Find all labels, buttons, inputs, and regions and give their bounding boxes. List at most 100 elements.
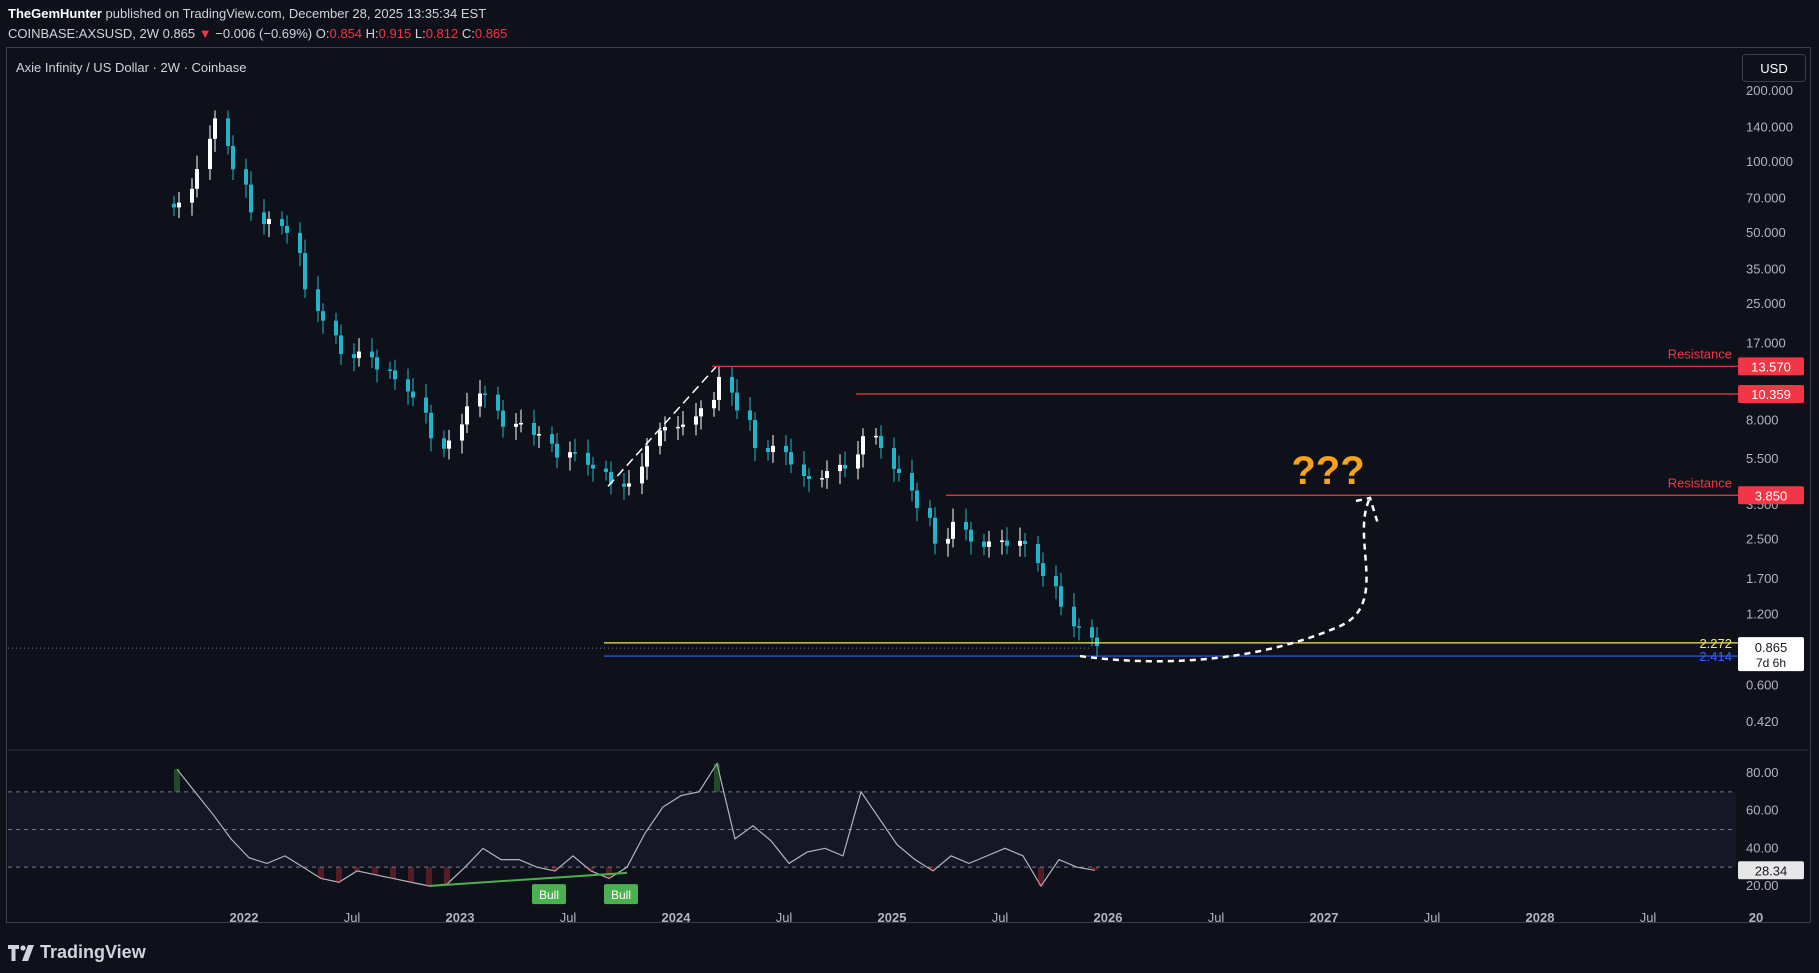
candle-body — [1005, 540, 1009, 546]
time-tick-label: Jul — [560, 910, 577, 925]
candle-body — [897, 468, 901, 474]
price-tick-label: 0.420 — [1746, 714, 1779, 729]
candle-body — [591, 464, 595, 469]
candle-body — [262, 212, 266, 225]
candle-body — [681, 424, 685, 427]
candle-body — [753, 420, 757, 448]
projection-path — [1079, 497, 1372, 663]
time-tick-label: 2025 — [878, 910, 907, 925]
rsi-last-label: 28.34 — [1755, 863, 1788, 878]
close-label: C: — [461, 26, 475, 41]
rsi-tick-label: 80.00 — [1746, 765, 1779, 780]
candle-body — [195, 169, 199, 189]
candle-body — [334, 320, 338, 336]
candle-body — [910, 473, 914, 491]
symbol-ohlc-line: COINBASE:AXSUSD, 2W 0.865 ▼ −0.006 (−0.6… — [8, 26, 507, 41]
candle-body — [1054, 575, 1058, 587]
tradingview-logo-icon — [8, 945, 34, 962]
candle-body — [244, 169, 248, 185]
time-tick-label: 2026 — [1094, 910, 1123, 925]
candle-body — [298, 232, 302, 254]
candle-body — [519, 423, 523, 425]
candle-body — [460, 424, 464, 441]
price-tick-label: 140.000 — [1746, 120, 1793, 135]
countdown-label: 7d 6h — [1756, 656, 1786, 670]
candle-body — [820, 478, 824, 480]
candle-body — [658, 430, 662, 446]
time-tick-label: Jul — [992, 910, 1009, 925]
candle-body — [874, 435, 878, 438]
currency-button[interactable]: USD — [1742, 54, 1806, 82]
candle-body — [838, 464, 842, 472]
candle-body — [1018, 540, 1022, 546]
bull-divergence-tag — [604, 884, 638, 905]
candle-body — [483, 393, 487, 395]
price-tick-label: 2.500 — [1746, 531, 1779, 546]
candle-body — [375, 357, 379, 370]
candle-body — [357, 351, 361, 359]
price-tick-label: 5.500 — [1746, 451, 1779, 466]
rsi-tick-label: 40.00 — [1746, 840, 1779, 855]
candle-body — [784, 445, 788, 453]
level-price-tag — [1738, 357, 1804, 376]
candle-body — [321, 311, 325, 321]
candle-body — [879, 435, 883, 448]
candle-body — [1090, 627, 1094, 638]
candle-body — [429, 412, 433, 439]
rsi-last-tag — [1738, 861, 1804, 880]
high-label: H: — [365, 26, 379, 41]
candle-body — [856, 454, 860, 469]
candle-body — [370, 351, 374, 358]
candle-body — [424, 397, 428, 413]
candle-body — [316, 289, 320, 312]
bull-divergence-tag — [532, 884, 566, 905]
candle-body — [501, 410, 505, 427]
candle-body — [514, 423, 518, 427]
price-tick-label: 1.700 — [1746, 571, 1779, 586]
price-tick-label: 70.000 — [1746, 190, 1786, 205]
publish-info: TheGemHunter published on TradingView.co… — [8, 6, 486, 21]
candle-body — [825, 471, 829, 479]
time-tick-label: 2024 — [662, 910, 692, 925]
projection-arrowhead — [1355, 496, 1380, 525]
tradingview-brand[interactable]: TradingView — [8, 942, 146, 963]
last-price-label: 0.865 — [1755, 640, 1788, 655]
level-price-label: 3.850 — [1755, 488, 1788, 503]
low-value: 0.812 — [425, 26, 459, 41]
candle-body — [447, 440, 451, 449]
candle-body — [280, 219, 284, 226]
candle-body — [537, 434, 541, 436]
price-tick-label: 17.000 — [1746, 335, 1786, 350]
question-mark-annotation: ??? — [1291, 449, 1364, 493]
candle-body — [1072, 606, 1076, 627]
bull-divergence-line — [428, 871, 628, 887]
price-tick-label: 50.000 — [1746, 225, 1786, 240]
bull-divergence-label: Bull — [611, 888, 631, 902]
candle-body — [177, 202, 181, 208]
candle-body — [1059, 586, 1063, 607]
time-tick-label: 2022 — [230, 910, 259, 925]
last-price-tag — [1738, 637, 1804, 672]
candle-body — [694, 416, 698, 425]
candle-body — [645, 445, 649, 467]
level-value-label: 2.272 — [1699, 636, 1732, 651]
candle-body — [411, 391, 415, 398]
level-price-tag — [1738, 384, 1804, 403]
candle-body — [609, 472, 613, 484]
rsi-line — [176, 762, 1096, 888]
candle-body — [933, 517, 937, 544]
candle-body — [717, 376, 721, 400]
candle-body — [393, 370, 397, 380]
candle-body — [213, 118, 217, 139]
candle-body — [388, 369, 392, 371]
candle-body — [915, 490, 919, 508]
candle-body — [249, 184, 253, 213]
candle-body — [802, 464, 806, 477]
candle-body — [478, 393, 482, 407]
author-name[interactable]: TheGemHunter — [8, 6, 102, 21]
candle-body — [982, 541, 986, 547]
level-price-tag — [1738, 486, 1804, 505]
change-arrow-icon: ▼ — [198, 26, 212, 41]
candle-body — [663, 427, 667, 431]
